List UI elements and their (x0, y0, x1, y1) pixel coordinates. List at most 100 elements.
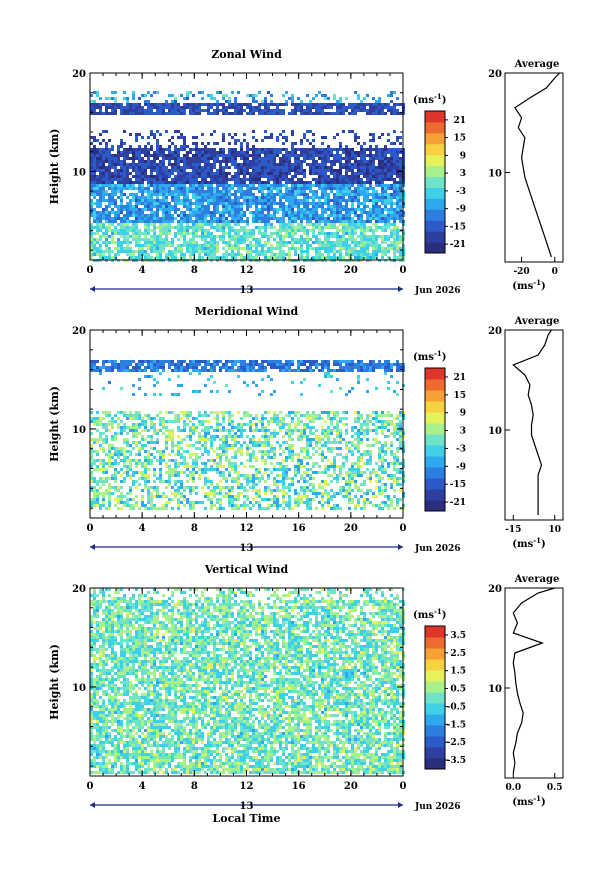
heatmap-cell (192, 142, 195, 145)
heatmap-cell (129, 459, 132, 462)
heatmap-cell (276, 106, 279, 109)
heatmap-cell (270, 244, 273, 247)
heatmap-cell (333, 220, 336, 223)
heatmap-cell (252, 112, 255, 115)
heatmap-cell (282, 112, 285, 115)
heatmap-cell (258, 184, 261, 187)
heatmap-cell (249, 202, 252, 205)
heatmap-cell (342, 247, 345, 250)
heatmap-cell (246, 244, 249, 247)
heatmap-cell (111, 465, 114, 468)
heatmap-cell (390, 202, 393, 205)
heatmap-cell (153, 133, 156, 136)
heatmap-cell (126, 492, 129, 495)
heatmap-cell (318, 247, 321, 250)
heatmap-cell (111, 166, 114, 169)
heatmap-cell (309, 130, 312, 133)
heatmap-cell (144, 468, 147, 471)
heatmap-cell (285, 175, 288, 178)
heatmap-cell (117, 423, 120, 426)
heatmap-cell (237, 247, 240, 250)
heatmap-cell (141, 214, 144, 217)
heatmap-cell (357, 220, 360, 223)
heatmap-cell (201, 423, 204, 426)
heatmap-cell (183, 256, 186, 259)
heatmap-cell (249, 241, 252, 244)
heatmap-cell (351, 106, 354, 109)
heatmap-cell (228, 154, 231, 157)
heatmap-cell (144, 238, 147, 241)
heatmap-cell (384, 241, 387, 244)
heatmap-cell (168, 435, 171, 438)
heatmap-cell (375, 220, 378, 223)
heatmap-cell (360, 220, 363, 223)
heatmap-cell (342, 193, 345, 196)
heatmap-cell (342, 187, 345, 190)
heatmap-cell (126, 169, 129, 172)
heatmap-cell (222, 247, 225, 250)
heatmap-cell (234, 190, 237, 193)
heatmap-cell (105, 205, 108, 208)
heatmap-cell (360, 214, 363, 217)
heatmap-cell (231, 148, 234, 151)
heatmap-cell (246, 223, 249, 226)
date-marker: 13 (240, 285, 254, 296)
heatmap-cell (234, 220, 237, 223)
heatmap-cell (225, 172, 228, 175)
heatmap-cell (387, 94, 390, 97)
heatmap-cell (141, 178, 144, 181)
heatmap-cell (141, 193, 144, 196)
heatmap-cell (189, 465, 192, 468)
heatmap-cell (120, 366, 123, 369)
heatmap-cell (126, 166, 129, 169)
heatmap-cell (168, 471, 171, 474)
heatmap-cell (114, 217, 117, 220)
heatmap-cell (168, 112, 171, 115)
heatmap-cell (282, 163, 285, 166)
heatmap-cell (141, 196, 144, 199)
heatmap-cell (333, 256, 336, 259)
heatmap-cell (360, 151, 363, 154)
heatmap-cell (147, 363, 150, 366)
heatmap-cell (291, 166, 294, 169)
heatmap-cell (111, 175, 114, 178)
heatmap-cell (342, 214, 345, 217)
heatmap-cell (144, 507, 147, 510)
heatmap-cell (354, 241, 357, 244)
heatmap-cell (144, 199, 147, 202)
heatmap-cell (291, 241, 294, 244)
heatmap-cell (306, 157, 309, 160)
heatmap-cell (93, 480, 96, 483)
heatmap-cell (243, 139, 246, 142)
heatmap-cell (387, 250, 390, 253)
heatmap-cell (93, 91, 96, 94)
heatmap-cell (138, 256, 141, 259)
heatmap-cell (381, 226, 384, 229)
heatmap-cell (333, 163, 336, 166)
heatmap-cell (249, 199, 252, 202)
heatmap-cell (321, 241, 324, 244)
heatmap-cell (99, 103, 102, 106)
heatmap-cell (255, 139, 258, 142)
heatmap-cell (309, 100, 312, 103)
heatmap-cell (126, 205, 129, 208)
heatmap-cell (225, 256, 228, 259)
heatmap-cell (105, 411, 108, 414)
heatmap-cell (261, 190, 264, 193)
heatmap-cell (363, 238, 366, 241)
heatmap-cell (201, 205, 204, 208)
heatmap-cell (399, 166, 402, 169)
heatmap-cell (264, 214, 267, 217)
heatmap-cell (153, 169, 156, 172)
heatmap-cell (108, 253, 111, 256)
heatmap-cell (168, 256, 171, 259)
heatmap-cell (294, 172, 297, 175)
heatmap-cell (231, 160, 234, 163)
heatmap-cell (108, 196, 111, 199)
heatmap-cell (339, 169, 342, 172)
heatmap-cell (99, 106, 102, 109)
heatmap-cell (339, 184, 342, 187)
heatmap-cell (309, 112, 312, 115)
heatmap-cell (372, 229, 375, 232)
heatmap-cell (129, 486, 132, 489)
